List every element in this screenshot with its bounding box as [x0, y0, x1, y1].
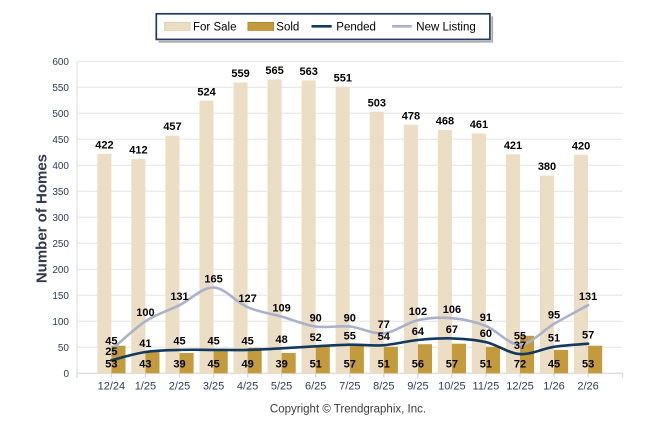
svg-text:165: 165 — [204, 273, 222, 285]
svg-text:77: 77 — [378, 319, 390, 331]
svg-text:9/25: 9/25 — [407, 380, 428, 392]
svg-text:64: 64 — [412, 326, 425, 338]
svg-text:51: 51 — [378, 359, 390, 371]
svg-text:468: 468 — [436, 116, 454, 128]
svg-text:400: 400 — [52, 161, 69, 172]
svg-text:72: 72 — [514, 359, 526, 371]
svg-text:55: 55 — [514, 331, 526, 343]
svg-text:2/26: 2/26 — [577, 380, 598, 392]
svg-text:25: 25 — [105, 346, 117, 358]
svg-text:Sold: Sold — [276, 21, 299, 33]
svg-text:51: 51 — [548, 333, 560, 345]
svg-text:422: 422 — [95, 139, 113, 151]
svg-text:102: 102 — [409, 306, 427, 318]
svg-text:127: 127 — [238, 293, 256, 305]
svg-text:450: 450 — [52, 135, 69, 146]
svg-text:100: 100 — [52, 317, 69, 328]
svg-text:New Listing: New Listing — [416, 21, 475, 33]
svg-text:Copyright © Trendgraphix, Inc.: Copyright © Trendgraphix, Inc. — [270, 404, 426, 416]
svg-text:52: 52 — [310, 332, 322, 344]
svg-text:57: 57 — [446, 359, 458, 371]
svg-text:503: 503 — [368, 97, 386, 109]
svg-text:6/25: 6/25 — [305, 380, 326, 392]
svg-text:300: 300 — [52, 213, 69, 224]
svg-text:131: 131 — [579, 291, 597, 303]
svg-text:551: 551 — [334, 72, 352, 84]
svg-text:41: 41 — [139, 338, 151, 350]
svg-text:55: 55 — [344, 331, 356, 343]
svg-text:43: 43 — [139, 359, 151, 371]
svg-text:457: 457 — [163, 121, 181, 133]
svg-text:2/25: 2/25 — [169, 380, 190, 392]
svg-text:7/25: 7/25 — [339, 380, 360, 392]
svg-text:56: 56 — [412, 359, 424, 371]
svg-text:412: 412 — [129, 145, 147, 157]
svg-text:600: 600 — [52, 57, 69, 68]
svg-text:48: 48 — [275, 334, 287, 346]
svg-text:106: 106 — [443, 304, 461, 316]
svg-text:95: 95 — [548, 310, 560, 322]
svg-text:3/25: 3/25 — [203, 380, 224, 392]
svg-text:131: 131 — [170, 291, 188, 303]
svg-text:109: 109 — [272, 302, 290, 314]
svg-text:57: 57 — [344, 359, 356, 371]
svg-text:45: 45 — [207, 359, 219, 371]
svg-text:100: 100 — [136, 307, 154, 319]
svg-text:Pended: Pended — [336, 21, 376, 33]
svg-text:380: 380 — [538, 161, 556, 173]
svg-text:0: 0 — [63, 369, 69, 380]
svg-text:53: 53 — [582, 359, 594, 371]
svg-text:559: 559 — [231, 68, 249, 80]
svg-text:461: 461 — [470, 119, 488, 131]
svg-text:45: 45 — [207, 336, 219, 348]
svg-text:563: 563 — [300, 66, 318, 78]
svg-text:45: 45 — [548, 359, 560, 371]
svg-text:90: 90 — [310, 312, 322, 324]
svg-text:For Sale: For Sale — [193, 21, 236, 33]
svg-text:37: 37 — [514, 340, 526, 352]
svg-text:Number of Homes: Number of Homes — [33, 154, 50, 283]
svg-text:90: 90 — [344, 312, 356, 324]
svg-text:51: 51 — [310, 359, 322, 371]
svg-text:200: 200 — [52, 265, 69, 276]
svg-text:565: 565 — [265, 65, 283, 77]
svg-text:420: 420 — [572, 140, 590, 152]
svg-text:12/24: 12/24 — [98, 380, 126, 392]
svg-text:11/25: 11/25 — [473, 380, 500, 392]
svg-text:421: 421 — [504, 140, 522, 152]
svg-text:8/25: 8/25 — [373, 380, 394, 392]
svg-text:550: 550 — [52, 83, 69, 94]
svg-text:5/25: 5/25 — [271, 380, 292, 392]
svg-text:45: 45 — [173, 336, 185, 348]
svg-text:50: 50 — [58, 343, 70, 354]
svg-text:478: 478 — [402, 110, 420, 122]
svg-text:1/25: 1/25 — [135, 380, 156, 392]
svg-text:10/25: 10/25 — [438, 380, 466, 392]
svg-text:350: 350 — [52, 187, 69, 198]
svg-text:91: 91 — [480, 312, 492, 324]
svg-text:54: 54 — [378, 331, 391, 343]
svg-text:45: 45 — [105, 336, 117, 348]
svg-text:1/26: 1/26 — [543, 380, 564, 392]
svg-text:12/25: 12/25 — [506, 380, 534, 392]
svg-text:150: 150 — [52, 291, 69, 302]
svg-text:524: 524 — [197, 86, 216, 98]
svg-text:45: 45 — [241, 336, 253, 348]
svg-text:250: 250 — [52, 239, 69, 250]
svg-text:39: 39 — [275, 359, 287, 371]
svg-text:67: 67 — [446, 324, 458, 336]
svg-text:4/25: 4/25 — [237, 380, 258, 392]
svg-text:53: 53 — [105, 359, 117, 371]
svg-text:57: 57 — [582, 330, 594, 342]
svg-text:39: 39 — [173, 359, 185, 371]
svg-text:500: 500 — [52, 109, 69, 120]
svg-text:49: 49 — [241, 359, 253, 371]
svg-text:60: 60 — [480, 328, 492, 340]
svg-text:51: 51 — [480, 359, 492, 371]
